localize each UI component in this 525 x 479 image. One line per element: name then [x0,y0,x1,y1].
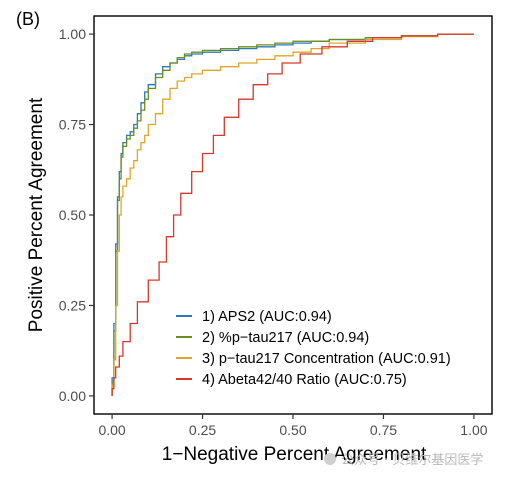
x-tick-label: 0.00 [98,422,125,438]
y-tick-label: 1.00 [59,26,86,42]
series-line-4 [111,33,474,396]
legend-label-3: 3) p−tau217 Concentration (AUC:0.91) [202,351,451,367]
x-axis: 0.00 0.25 0.50 0.75 1.00 [98,414,488,438]
y-tick-label: 0.50 [59,207,86,223]
series-layer [111,33,474,396]
legend: 1) APS2 (AUC:0.94) 2) %p−tau217 (AUC:0.94… [176,309,451,388]
legend-label-4: 4) Abeta42/40 Ratio (AUC:0.75) [202,372,407,388]
y-axis: 0.00 0.25 0.50 0.75 1.00 [59,26,94,404]
watermark: 公众号 · 贝维尔基因医学 [324,452,483,468]
series-line-3 [111,33,474,396]
y-tick-label: 0.75 [59,117,86,133]
x-tick-label: 0.75 [370,422,397,438]
y-tick-label: 0.00 [59,388,86,404]
y-tick-label: 0.25 [59,297,86,313]
x-tick-label: 0.50 [279,422,306,438]
panel-label: (B) [16,9,40,29]
x-tick-label: 0.25 [189,422,216,438]
legend-label-2: 2) %p−tau217 (AUC:0.94) [202,330,369,346]
x-tick-label: 1.00 [460,422,487,438]
series-line-2 [111,33,474,396]
x-axis-title: 1−Negative Percent Agreement [162,444,427,465]
y-axis-title: Positive Percent Agreement [26,97,47,332]
legend-label-1: 1) APS2 (AUC:0.94) [202,309,332,325]
watermark-text: 公众号 · 贝维尔基因医学 [341,452,483,468]
watermark-icon [324,453,336,465]
